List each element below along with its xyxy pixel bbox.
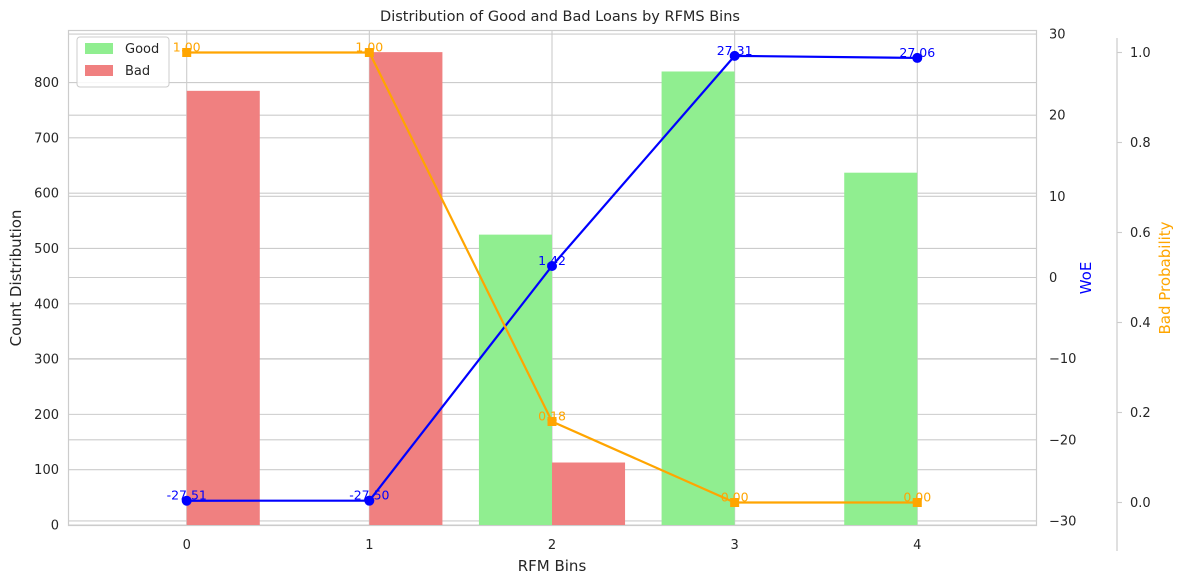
y-tick-right: 20	[1049, 109, 1066, 124]
y-tick-right: 30	[1049, 28, 1066, 43]
bar-bad	[552, 462, 626, 525]
bad-probability-point	[364, 48, 374, 57]
x-axis-label: RFM Bins	[518, 557, 587, 575]
bad-probability-point	[912, 498, 922, 507]
woe-point	[729, 50, 740, 61]
chart-title: Distribution of Good and Bad Loans by RF…	[380, 9, 740, 25]
y-tick-left: 600	[34, 187, 59, 202]
y-tick-right2: 1.0	[1130, 46, 1151, 61]
y-tick-right2: 0.8	[1130, 136, 1151, 151]
y-tick-left: 700	[34, 131, 59, 146]
y-tick-right: 0	[1049, 271, 1057, 286]
y-tick-left: 200	[34, 408, 59, 423]
legend-label-good: Good	[125, 42, 159, 57]
y-axis-right2-label: Bad Probability	[1156, 221, 1174, 334]
woe-label: 27.31	[717, 43, 753, 58]
woe-point	[364, 495, 375, 506]
legend-swatch-bad	[85, 65, 113, 76]
legend-swatch-good	[85, 43, 113, 54]
bad-probability-label: 1.00	[173, 40, 201, 55]
y-axis-right-ticks: −30 −20 −10 0 10 20 30	[1049, 28, 1076, 530]
legend-label-bad: Bad	[125, 64, 150, 79]
woe-label: -27.51	[167, 488, 207, 503]
woe-label: 1.42	[538, 253, 566, 268]
legend: Good Bad	[76, 36, 170, 88]
x-tick: 2	[548, 538, 556, 553]
y-tick-right: −30	[1049, 514, 1076, 529]
y-tick-right2: 0.2	[1130, 406, 1151, 421]
bar-good	[661, 71, 735, 526]
woe-label: 27.06	[899, 45, 935, 60]
point-labels: -27.51 -27.50 1.42 27.31 27.06 1.00 1.00 0.18 0.…	[167, 40, 936, 505]
bad-probability-point	[182, 48, 192, 57]
y-axis-left-ticks: 0 100 200 300 400 500 600 700 800	[34, 76, 59, 533]
x-tick: 3	[731, 538, 739, 553]
y-axis-label: Count Distribution	[7, 210, 25, 347]
x-tick: 0	[183, 538, 191, 553]
woe-point	[912, 52, 923, 63]
bar-good	[478, 234, 552, 525]
y-tick-left: 100	[34, 463, 59, 478]
woe-point	[181, 495, 192, 506]
y-tick-right2: 0.4	[1130, 316, 1151, 331]
y-tick-left: 300	[34, 353, 59, 368]
x-tick: 1	[365, 538, 373, 553]
y-tick-right2: 0.0	[1130, 496, 1151, 511]
bad-probability-label: 0.00	[721, 490, 749, 505]
bar-good	[844, 172, 918, 525]
bad-probability-label: 0.18	[538, 409, 566, 424]
bar-bad	[369, 52, 443, 526]
y-tick-right: 10	[1049, 190, 1066, 205]
lines	[181, 48, 923, 507]
y-tick-left: 800	[34, 76, 59, 91]
y-tick-right2: 0.6	[1130, 226, 1151, 241]
y-axis-right-label: WoE	[1077, 262, 1095, 295]
x-axis-ticks: 0 1 2 3 4	[183, 538, 922, 553]
y-tick-right: −10	[1049, 352, 1076, 367]
bad-probability-point	[730, 498, 740, 507]
woe-point	[547, 260, 557, 271]
bad-probability-label: 1.00	[355, 40, 383, 55]
y-tick-left: 400	[34, 297, 59, 312]
y-tick-left: 500	[34, 242, 59, 257]
bar-bad	[186, 90, 260, 526]
woe-label: -27.50	[349, 488, 389, 503]
y-tick-right: −20	[1049, 433, 1076, 448]
plot-frame	[67, 29, 1038, 527]
x-tick: 4	[913, 538, 921, 553]
bad-probability-label: 0.00	[903, 490, 931, 505]
y-tick-left: 0	[51, 519, 59, 534]
bad-probability-point	[547, 417, 557, 426]
y-axis-right2-ticks: 0.0 0.2 0.4 0.6 0.8 1.0	[1117, 46, 1151, 511]
